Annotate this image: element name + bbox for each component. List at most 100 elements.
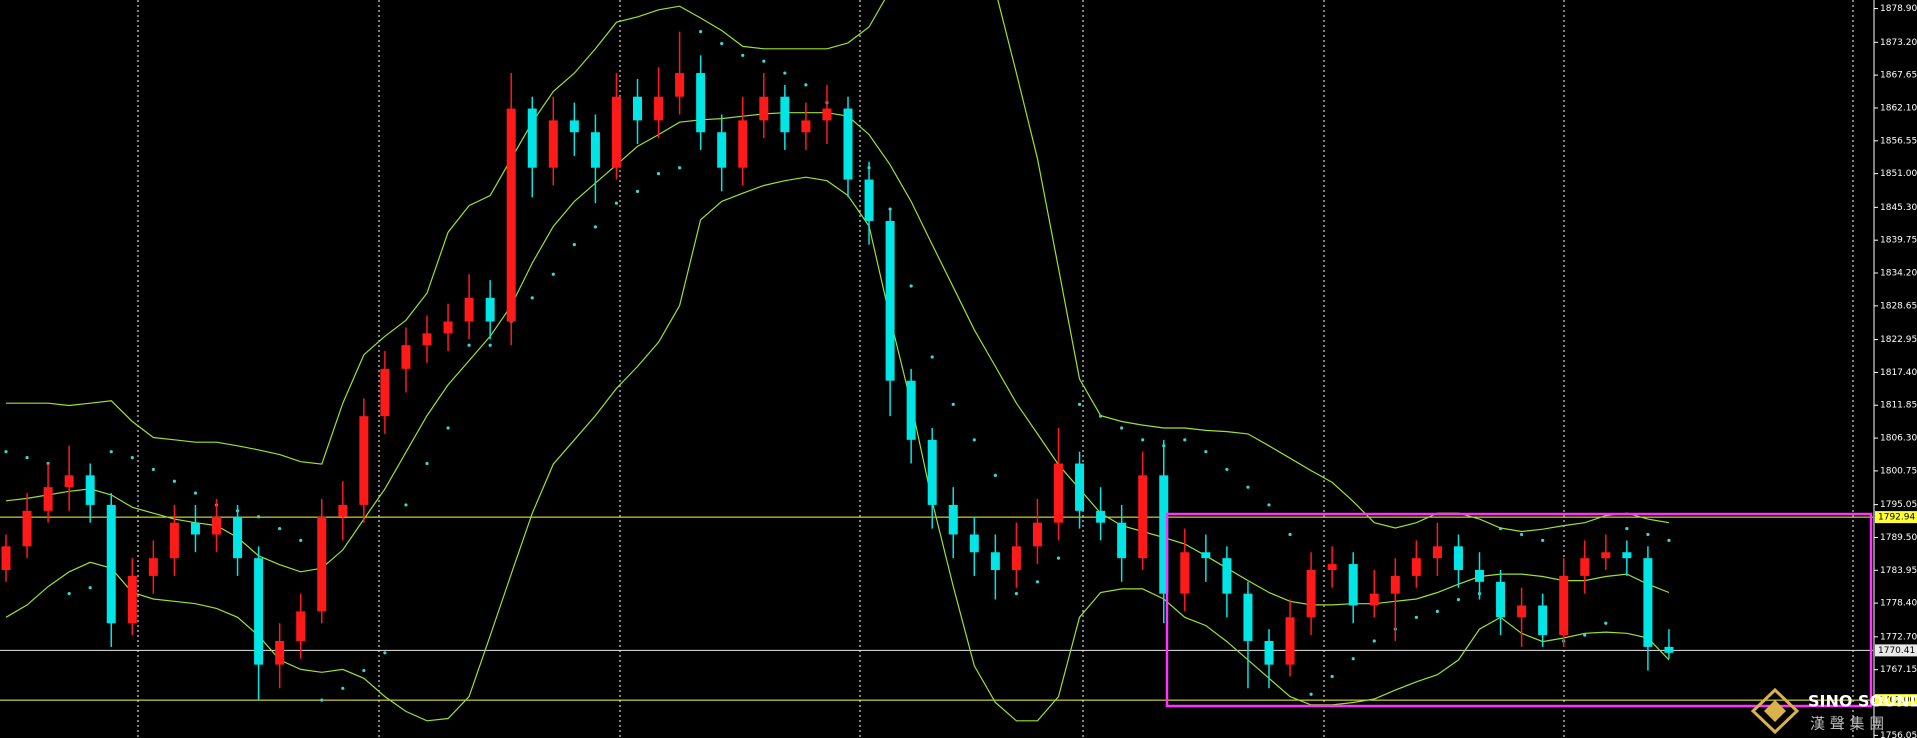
sar-dot xyxy=(909,284,913,288)
candle-body xyxy=(1643,558,1653,647)
y-tick-label: 1878.90 xyxy=(1880,4,1917,14)
sar-dot xyxy=(67,592,71,596)
range-box xyxy=(1165,512,1873,708)
candle-body xyxy=(1390,575,1400,594)
plot-area xyxy=(1,0,1674,722)
sar-dot xyxy=(741,53,745,57)
sar-dot xyxy=(1183,438,1187,442)
logo-icon xyxy=(1750,687,1800,735)
candle-body xyxy=(485,297,495,322)
candle-body xyxy=(212,516,221,535)
sar-dot xyxy=(1035,580,1040,584)
y-tick-label: 1839.75 xyxy=(1880,236,1917,246)
price-level-label: 1762.00 xyxy=(1878,696,1915,706)
candle-body xyxy=(1664,646,1674,653)
candle-body xyxy=(106,504,116,624)
sar-dot xyxy=(1456,597,1461,602)
candle-body xyxy=(1,546,11,570)
candle-body xyxy=(927,439,937,505)
y-tick-label: 1828.65 xyxy=(1880,301,1917,311)
y-tick-label: 1834.20 xyxy=(1880,269,1917,279)
candle-body xyxy=(780,96,790,133)
candle-body xyxy=(717,132,727,168)
candle-body xyxy=(338,504,348,517)
y-tick-label: 1806.30 xyxy=(1880,434,1917,444)
candle-body xyxy=(1285,617,1295,665)
candle-body xyxy=(1622,552,1632,559)
sar-dot xyxy=(193,491,198,495)
candle-body xyxy=(1453,546,1463,570)
candle-body xyxy=(675,73,685,97)
sar-dot xyxy=(1541,538,1545,543)
candle-body xyxy=(1011,546,1021,570)
sar-dot xyxy=(446,426,450,430)
candle-body xyxy=(1264,640,1274,665)
sar-dot xyxy=(172,479,176,483)
y-tick-label: 1862.10 xyxy=(1880,103,1917,113)
y-tick-label: 1851.00 xyxy=(1880,169,1917,179)
candle-body xyxy=(380,368,390,417)
sar-dot xyxy=(804,83,808,87)
candle-body xyxy=(969,534,979,553)
candle-body xyxy=(506,108,516,322)
price-level-tag xyxy=(1875,511,1917,524)
candle-body xyxy=(864,179,874,221)
candle-body xyxy=(822,108,832,121)
sar-dot xyxy=(1267,503,1271,507)
sar-dot xyxy=(362,668,366,673)
candle-body xyxy=(1096,510,1106,523)
candle-body xyxy=(22,510,32,547)
candle-body xyxy=(1075,463,1085,511)
sar-dot xyxy=(656,172,661,176)
sar-dot xyxy=(614,201,619,205)
candle-body xyxy=(275,640,285,665)
sar-dot xyxy=(1120,426,1124,430)
candle-body xyxy=(696,73,706,133)
y-tick-label: 1783.95 xyxy=(1880,566,1917,576)
sar-dot xyxy=(993,473,997,477)
sar-dot xyxy=(1667,538,1671,543)
candle-body xyxy=(990,552,1000,570)
sar-dot xyxy=(1625,526,1629,531)
y-tick-label: 1772.70 xyxy=(1880,632,1917,642)
candle-body xyxy=(1517,605,1527,618)
sar-dot xyxy=(257,515,261,519)
candle-body xyxy=(738,120,748,168)
candle-body xyxy=(1559,575,1569,636)
candle-body xyxy=(422,333,432,346)
sar-dot xyxy=(488,343,492,347)
sar-dot xyxy=(1435,609,1439,614)
candle-body xyxy=(1601,552,1611,559)
sar-dot xyxy=(1646,532,1650,537)
sar-dot xyxy=(320,698,324,702)
y-tick-label: 1845.30 xyxy=(1880,203,1917,213)
sar-dot xyxy=(1056,556,1061,560)
candle-body xyxy=(611,96,621,168)
y-tick-label: 1822.95 xyxy=(1880,335,1917,345)
candle-body xyxy=(885,220,895,381)
sar-dot xyxy=(530,296,534,300)
candle-body xyxy=(1159,475,1169,594)
sar-dot xyxy=(678,166,682,170)
sar-dot xyxy=(1204,450,1208,454)
sar-dot xyxy=(593,225,598,229)
price-level-tag xyxy=(1875,644,1917,657)
y-tick-label: 1800.75 xyxy=(1880,466,1917,476)
sar-dot xyxy=(425,461,429,466)
sar-dot xyxy=(130,455,134,460)
sar-dot xyxy=(25,455,29,460)
sar-dot xyxy=(1099,414,1103,418)
candle-body xyxy=(548,120,558,168)
y-tick-label: 1817.40 xyxy=(1880,368,1917,378)
sar-dot xyxy=(930,355,934,359)
bollinger-upper xyxy=(6,0,1670,533)
sar-dot xyxy=(341,686,345,690)
sar-dot xyxy=(1225,467,1229,472)
sar-dot xyxy=(88,586,92,590)
candle-body xyxy=(759,96,769,121)
sar-dot xyxy=(1246,485,1250,489)
candle-body xyxy=(801,120,811,133)
sar-dot xyxy=(1288,532,1292,537)
sar-dot xyxy=(572,243,576,247)
candle-body xyxy=(443,321,453,334)
